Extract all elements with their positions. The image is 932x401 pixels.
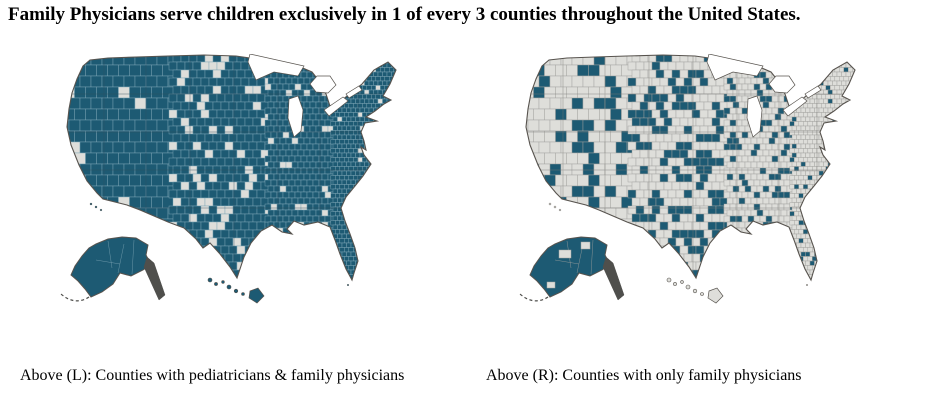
alaska-inset: [60, 236, 166, 302]
great-lakes: [706, 54, 822, 138]
alaska-panhandle: [602, 256, 625, 301]
us-coastline: [525, 54, 856, 282]
channel-islands: [89, 202, 350, 286]
aleutian-islands: [60, 293, 90, 302]
state-borders: [526, 56, 855, 280]
alaska-panhandle: [143, 256, 166, 301]
great-lakes: [247, 54, 363, 138]
alaska-inset: [519, 236, 625, 302]
figure-title: Family Physicians serve children exclusi…: [8, 4, 801, 25]
us-coastline: [66, 54, 397, 282]
state-borders: [67, 56, 396, 280]
us-county-map-right: [519, 54, 856, 304]
aleutian-islands: [519, 293, 549, 302]
caption-left: Above (L): Counties with pediatricians &…: [20, 367, 405, 384]
hawaii-inset: [207, 277, 265, 304]
caption-right: Above (R): Counties with only family phy…: [486, 367, 802, 384]
us-county-map-left: [60, 54, 397, 304]
channel-islands: [548, 202, 809, 286]
hawaii-inset: [666, 277, 724, 304]
